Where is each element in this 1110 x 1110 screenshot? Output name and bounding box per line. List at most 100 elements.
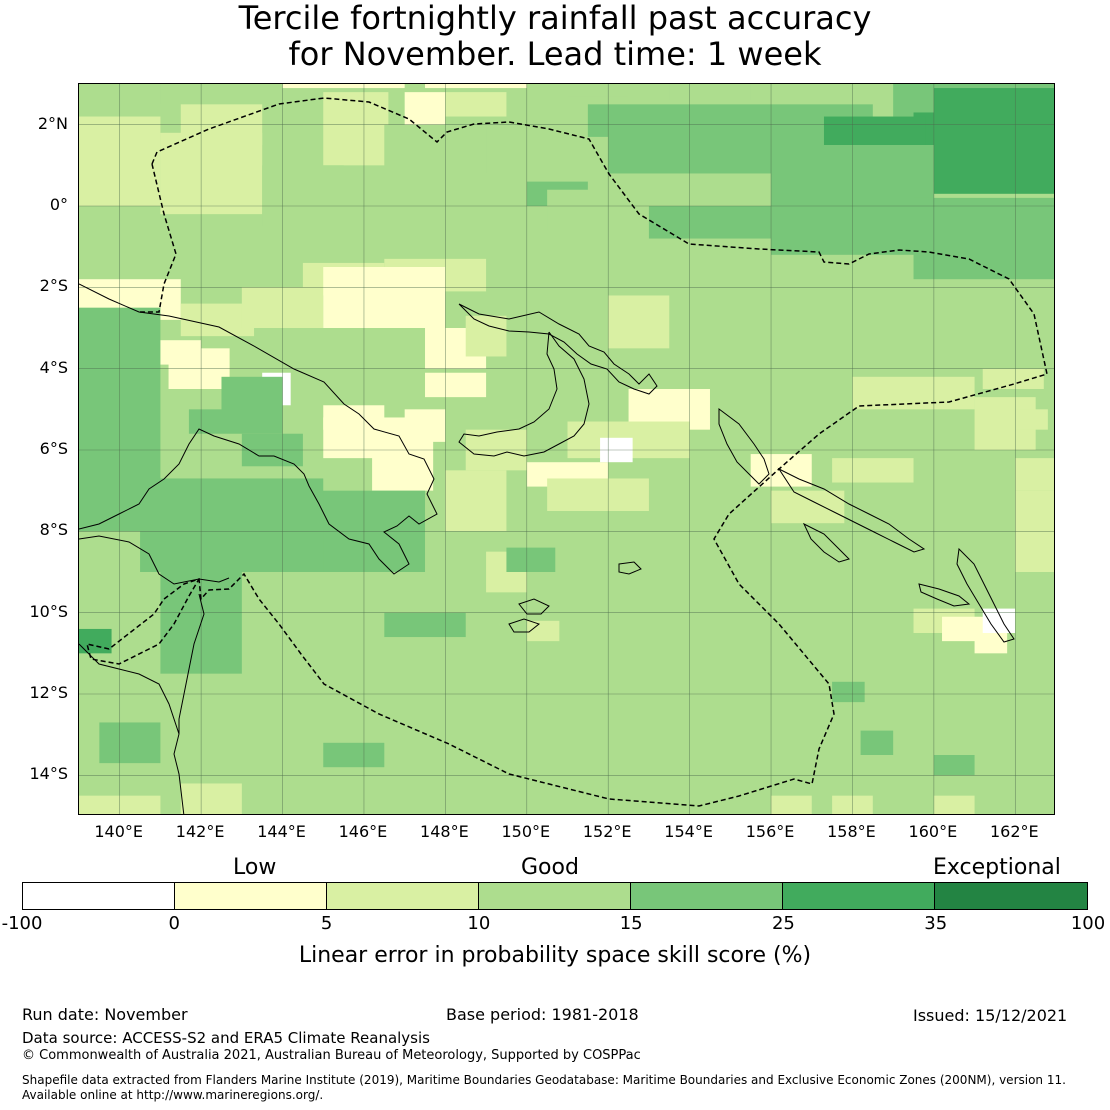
lon-tick-label-9: 158°E	[827, 822, 876, 841]
skill-cell-15	[893, 84, 934, 117]
skill-cell-71	[323, 742, 385, 768]
category-label-good: Good	[521, 855, 579, 880]
colorbar-tick-2: 5	[320, 913, 333, 934]
eez-boundary-png	[85, 97, 1048, 807]
skill-cell-82	[771, 490, 845, 524]
skill-cell-3	[425, 84, 527, 89]
lat-lon-gridlines	[79, 84, 1054, 814]
skill-grid	[79, 84, 1054, 814]
skill-cell-90	[1015, 409, 1048, 430]
skill-cell-43	[465, 315, 507, 357]
skill-cell-5	[404, 92, 446, 125]
title-line-1: Tercile fortnightly rainfall past accura…	[238, 0, 872, 37]
skill-cell-52	[425, 372, 487, 398]
colorbar-segment-5	[783, 883, 935, 909]
colorbar-tick-6: 35	[924, 913, 948, 934]
coastline-solomons-2	[802, 522, 850, 563]
lon-tick-label-5: 150°E	[501, 822, 551, 841]
colorbar-tick-5: 25	[771, 913, 795, 934]
skill-cell-88	[974, 633, 1008, 654]
skill-cell-46	[221, 376, 283, 434]
skill-cell-60	[445, 470, 507, 532]
skill-cell-62	[526, 620, 560, 642]
lon-tick-label-2: 144°E	[257, 822, 306, 841]
lon-tick-label-10: 160°E	[908, 822, 958, 841]
skill-cell-63	[506, 547, 556, 572]
title-line-2: for November. Lead time: 1 week	[288, 35, 822, 73]
skill-cell-74	[933, 755, 975, 776]
data-source: Data source: ACCESS-S2 and ERA5 Climate …	[22, 1029, 430, 1047]
skill-cell-84	[1015, 458, 1054, 491]
colorbar-segment-6	[935, 883, 1087, 909]
lat-tick-label-1: 0°	[49, 195, 68, 214]
lon-tick-label-8: 156°E	[745, 822, 795, 841]
skill-cell-64	[384, 612, 466, 638]
skill-cell-81	[832, 458, 914, 483]
skill-cell-41	[323, 267, 446, 328]
colorbar-tick-3: 10	[467, 913, 491, 934]
skill-cell-24	[933, 88, 1054, 194]
skill-cell-66	[140, 478, 324, 572]
skill-cell-12	[323, 124, 385, 166]
skill-cell-30	[160, 132, 263, 215]
issued-date: Issued: 15/12/2021	[913, 1006, 1068, 1025]
colorbar-segment-2	[327, 883, 479, 909]
coastlines	[79, 283, 1015, 814]
skill-cell-76	[180, 783, 242, 814]
colorbar-segment-4	[631, 883, 783, 909]
skill-cell-8	[669, 84, 731, 101]
coastline-bird-head-land	[79, 535, 230, 585]
lon-tick-label-7: 154°E	[664, 822, 713, 841]
colorbar-segment-1	[175, 883, 327, 909]
lat-tick-label-5: 8°S	[39, 520, 68, 540]
chart-title: Tercile fortnightly rainfall past accura…	[0, 0, 1110, 72]
lat-tick-label-2: 2°S	[39, 276, 68, 296]
skill-cell-92	[852, 376, 975, 410]
lon-tick-label-4: 148°E	[420, 822, 469, 841]
shapefile-credit-line-2: Available online at http://www.marinereg…	[22, 1088, 324, 1102]
eez-boundary	[85, 97, 1048, 807]
lat-tick-label-8: 14°S	[29, 764, 68, 784]
lon-tick-label-1: 142°E	[175, 822, 225, 841]
lon-tick-label-0: 140°E	[94, 822, 144, 841]
skill-cell-73	[860, 730, 894, 755]
skill-cell-51	[404, 409, 446, 442]
coastline-new-guinea	[79, 283, 438, 575]
coastline-new-ireland	[458, 331, 590, 457]
skill-cell-72	[832, 681, 865, 703]
skill-cell-79	[933, 795, 975, 814]
coastline-new-britain	[458, 303, 658, 395]
colorbar-tick-0: -100	[1, 913, 43, 934]
coastline-solomons-1	[777, 467, 926, 553]
skill-cell-6	[445, 92, 507, 117]
skill-cell-70	[99, 722, 161, 764]
skill-cell-9	[750, 84, 833, 101]
skill-cell-25	[547, 189, 649, 231]
skill-cell-26	[648, 206, 772, 239]
colorbar-tick-1: 0	[168, 913, 181, 934]
colorbar-label: Linear error in probability space skill …	[298, 943, 812, 968]
lat-tick-label-0: 2°N	[37, 113, 68, 133]
colorbar-tick-4: 15	[619, 913, 643, 934]
shapefile-credit-line-1: Shapefile data extracted from Flanders M…	[22, 1073, 1066, 1087]
colorbar-segment-0	[23, 883, 175, 909]
skill-cell-45	[188, 409, 222, 434]
coastline-gulf-west	[79, 643, 180, 735]
skill-cell-68	[79, 628, 112, 654]
lat-tick-label-7: 12°S	[29, 683, 68, 702]
colorbar-segment-3	[479, 883, 631, 909]
skill-cell-77	[771, 795, 812, 814]
map-panel[interactable]	[78, 83, 1055, 815]
coastline-cape-york	[173, 593, 205, 814]
copyright-notice: © Commonwealth of Australia 2021, Austra…	[22, 1048, 641, 1063]
coastline-bougainville	[718, 408, 770, 485]
skill-cell-7	[567, 84, 629, 97]
lon-tick-label-3: 146°E	[338, 822, 388, 841]
colorbar-tick-7: 100	[1070, 913, 1106, 934]
category-label-exceptional: Exceptional	[933, 855, 1061, 880]
lat-tick-label-4: 6°S	[39, 439, 68, 458]
skill-cell-53	[608, 295, 670, 349]
skill-cell-89	[982, 608, 1016, 633]
skill-cell-91	[982, 368, 1044, 389]
lon-tick-label-6: 152°E	[582, 822, 632, 841]
